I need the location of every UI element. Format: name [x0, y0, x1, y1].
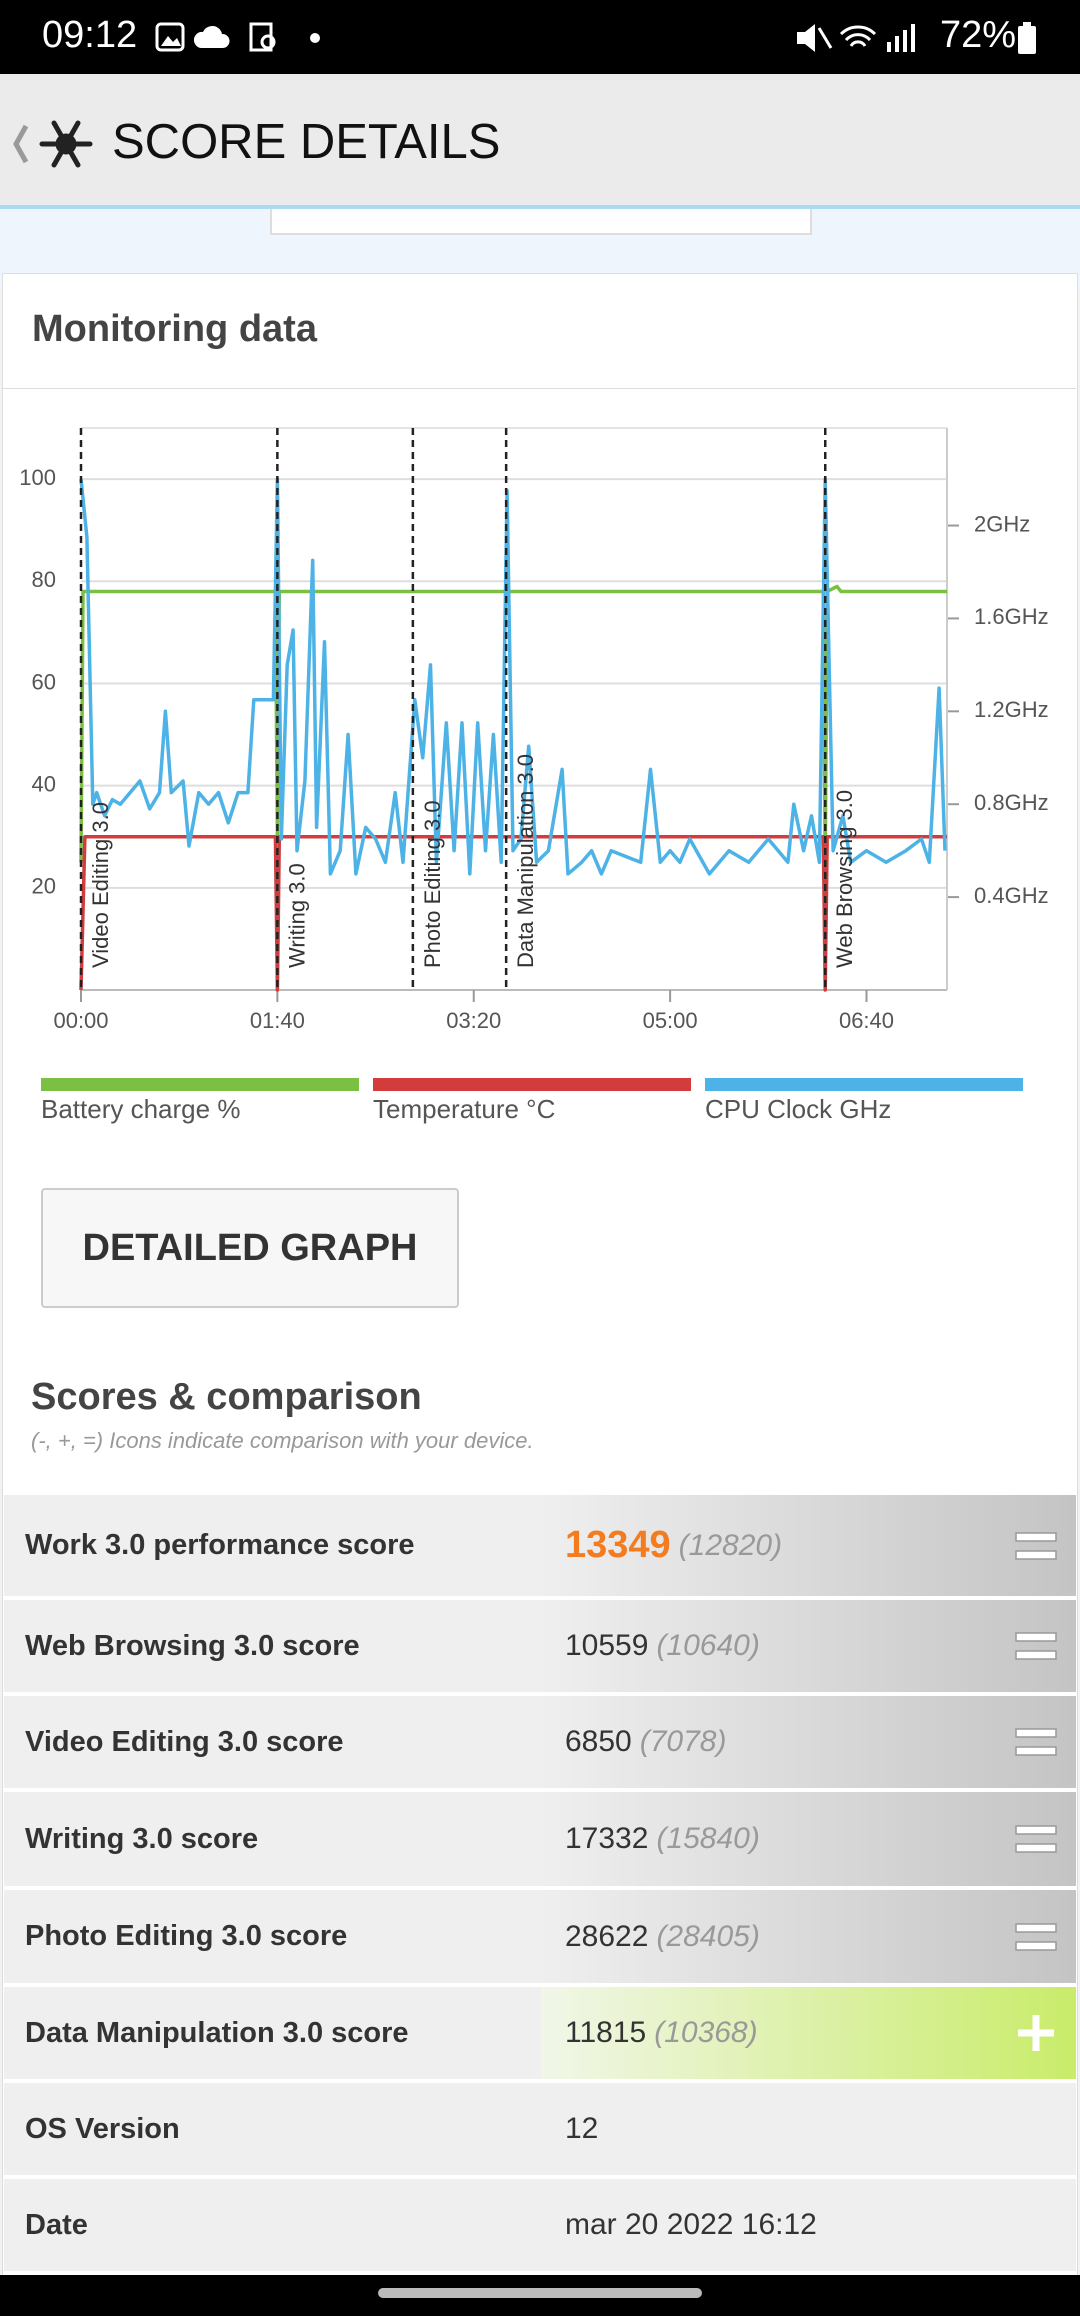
legend-swatch — [41, 1078, 359, 1091]
legend-swatch — [705, 1078, 1023, 1091]
y2-tick-label: 2GHz — [974, 511, 1030, 536]
test-marker-label: Video Editing 3.0 — [88, 802, 113, 968]
score-cell: 13349 (12820) — [541, 1495, 1076, 1596]
legend-swatch — [373, 1078, 691, 1091]
status-icons — [155, 22, 320, 52]
score-value: 11815 — [565, 2016, 647, 2049]
score-cell: 6850 (7078) — [541, 1696, 1076, 1788]
comparison-icon — [1015, 1922, 1057, 1951]
back-button[interactable] — [8, 114, 108, 174]
reference-score: (15840) — [656, 1822, 760, 1855]
battery-level: 72% — [939, 14, 1016, 56]
score-label: Photo Editing 3.0 score — [25, 1920, 348, 1952]
score-row: Writing 3.0 score 17332 (15840) — [4, 1792, 1076, 1890]
section-title: Scores & comparison — [31, 1376, 422, 1418]
monitoring-chart: 20 40 60 80 100 0.4GHz 0.8GHz 1.2GHz 1.6GHz 2GHz 0… — [19, 427, 1049, 1124]
score-cell: 17332 (15840) — [541, 1792, 1076, 1886]
score-label: Writing 3.0 score — [25, 1822, 259, 1855]
reference-score: (12820) — [678, 1528, 783, 1562]
page-title: SCORE DETAILS — [112, 115, 501, 169]
legend-label: CPU Clock GHz — [705, 1094, 891, 1124]
score-value: 6850 — [565, 1725, 632, 1758]
score-row: Video Editing 3.0 score 6850 (7078) — [4, 1696, 1076, 1792]
score-row: Web Browsing 3.0 score 10559 (10640) — [4, 1600, 1076, 1696]
detailed-graph-button[interactable]: DETAILED GRAPH — [41, 1188, 459, 1308]
comparison-icon — [1015, 1825, 1057, 1853]
x-tick-label: 01:40 — [250, 1008, 305, 1033]
divider — [2, 388, 1076, 389]
y2-tick-label: 0.8GHz — [974, 790, 1049, 815]
score-value: 28622 — [565, 1919, 649, 1953]
y-tick-label: 40 — [32, 771, 56, 796]
x-tick-label: 06:40 — [839, 1008, 894, 1033]
home-pill[interactable] — [378, 2288, 702, 2298]
y-tick-label: 60 — [32, 669, 56, 694]
score-value: 13349 — [565, 1524, 671, 1566]
info-row: OS Version 12 — [4, 2083, 1076, 2179]
y-tick-label: 80 — [32, 567, 56, 592]
comparison-icon — [1015, 1728, 1057, 1756]
score-value: 17332 — [565, 1822, 649, 1855]
info-row: Date mar 20 2022 16:12 — [4, 2179, 1076, 2275]
test-marker-label: Writing 3.0 — [284, 863, 309, 968]
legend-label: Battery charge % — [41, 1094, 240, 1124]
score-row: Data Manipulation 3.0 score 11815 (10368) — [4, 1987, 1076, 2083]
x-tick-label: 00:00 — [53, 1008, 108, 1033]
test-marker-label: Photo Editing 3.0 — [420, 800, 445, 968]
section-subtitle: (-, +, =) Icons indicate comparison with… — [31, 1428, 534, 1453]
comparison-icon — [1015, 1632, 1057, 1660]
info-value: mar 20 2022 16:12 — [565, 2208, 817, 2241]
score-cell: 11815 (10368) — [541, 1987, 1076, 2079]
score-label: Web Browsing 3.0 score — [25, 1629, 360, 1662]
score-cell: 28622 (28405) — [541, 1890, 1076, 1983]
score-label: Data Manipulation 3.0 score — [25, 2016, 409, 2049]
status-bar: 09:12 72% — [0, 0, 1080, 74]
score-cell: 10559 (10640) — [541, 1600, 1076, 1692]
info-value: 12 — [565, 2112, 599, 2145]
x-tick-label: 03:20 — [446, 1008, 501, 1033]
score-row: Work 3.0 performance score 13349 (12820) — [4, 1495, 1076, 1600]
score-value: 10559 — [565, 1629, 649, 1662]
clock: 09:12 — [42, 14, 138, 56]
series-line — [79, 584, 947, 865]
y2-tick-label: 1.2GHz — [974, 697, 1049, 722]
y-tick-label: 100 — [19, 465, 56, 490]
app-header: SCORE DETAILS — [0, 74, 1080, 209]
info-label: Date — [25, 2208, 88, 2241]
score-label: Work 3.0 performance score — [25, 1529, 415, 1561]
series-line — [79, 477, 947, 876]
series-line — [79, 834, 947, 992]
legend-label: Temperature °C — [373, 1094, 555, 1124]
comparison-icon — [1015, 1531, 1057, 1560]
reference-score: (10640) — [656, 1629, 760, 1662]
nav-bar — [0, 2275, 1080, 2316]
battery-icon — [1018, 22, 1036, 54]
previous-card — [270, 209, 812, 235]
info-label: OS Version — [25, 2112, 180, 2145]
y2-tick-label: 1.6GHz — [974, 604, 1049, 629]
score-row: Photo Editing 3.0 score 28622 (28405) — [4, 1890, 1076, 1987]
x-tick-label: 05:00 — [643, 1008, 698, 1033]
reference-score: (28405) — [656, 1919, 760, 1953]
section-title: Monitoring data — [32, 308, 317, 350]
system-icons — [797, 24, 915, 52]
y-tick-label: 20 — [32, 874, 56, 899]
y2-tick-label: 0.4GHz — [974, 883, 1049, 908]
reference-score: (7078) — [639, 1725, 727, 1758]
comparison-icon — [1018, 2015, 1054, 2051]
reference-score: (10368) — [654, 2016, 758, 2049]
test-marker-label: Data Manipulation 3.0 — [513, 754, 538, 968]
test-marker-label: Web Browsing 3.0 — [832, 790, 857, 968]
score-label: Video Editing 3.0 score — [25, 1725, 344, 1758]
